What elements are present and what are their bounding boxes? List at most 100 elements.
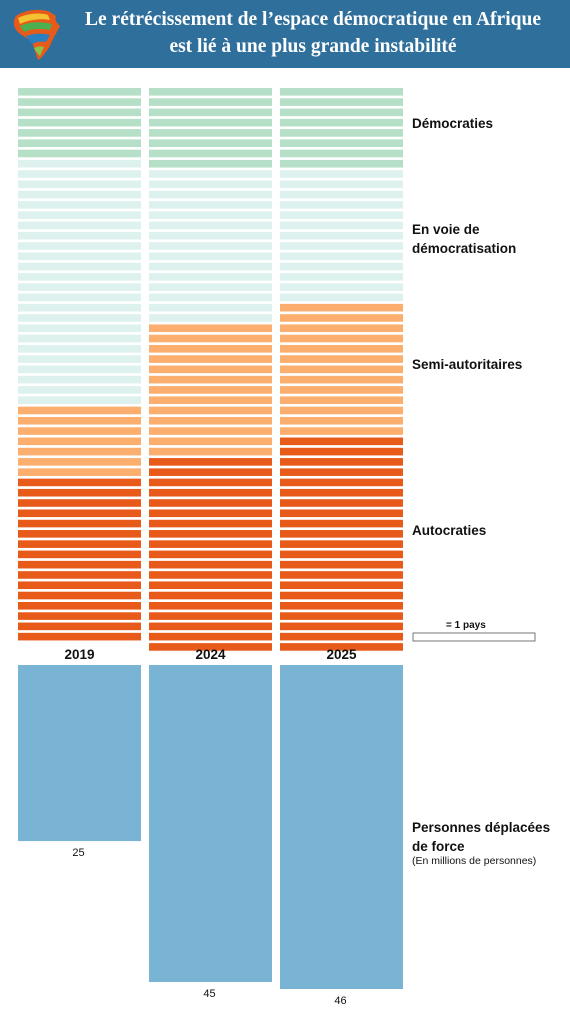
waffle-cell-semi-autoritaires-2024 <box>149 324 272 333</box>
waffle-cell-en-voie-de-democratisation-2025 <box>280 190 403 199</box>
waffle-cell-autocraties-2025 <box>280 468 403 476</box>
waffle-cell-democraties-2024 <box>149 149 272 158</box>
waffle-cell-semi-autoritaires-2025 <box>280 375 403 384</box>
waffle-cell-autocraties-2025 <box>280 602 403 610</box>
waffle-cell-democraties-2019 <box>18 118 141 127</box>
waffle-cell-autocraties-2025 <box>280 632 403 641</box>
waffle-cell-democraties-2019 <box>18 98 141 106</box>
waffle-cell-en-voie-de-democratisation-2019 <box>18 273 141 281</box>
waffle-cell-en-voie-de-democratisation-2024 <box>149 283 272 291</box>
waffle-cell-autocraties-2025 <box>280 509 403 518</box>
waffle-cell-autocraties-2024 <box>149 602 272 610</box>
waffle-cell-semi-autoritaires-2019 <box>18 406 141 415</box>
waffle-cell-en-voie-de-democratisation-2024 <box>149 242 272 250</box>
waffle-cell-semi-autoritaires-2019 <box>18 437 141 446</box>
category-label-autocraties-1: Autocraties <box>412 523 486 538</box>
waffle-cell-autocraties-2025 <box>280 499 403 507</box>
waffle-cell-autocraties-2024 <box>149 478 272 487</box>
waffle-cell-semi-autoritaires-2025 <box>280 416 403 425</box>
waffle-cell-autocraties-2019 <box>18 612 141 620</box>
waffle-cell-en-voie-de-democratisation-2025 <box>280 252 403 261</box>
waffle-cell-semi-autoritaires-2025 <box>280 345 403 353</box>
waffle-cell-en-voie-de-democratisation-2024 <box>149 273 272 281</box>
waffle-cell-autocraties-2025 <box>280 643 403 651</box>
waffle-cell-semi-autoritaires-2024 <box>149 406 272 415</box>
waffle-cell-semi-autoritaires-2024 <box>149 334 272 343</box>
unit-legend: = 1 pays <box>412 620 536 642</box>
waffle-cell-semi-autoritaires-2019 <box>18 468 141 476</box>
waffle-cell-autocraties-2024 <box>149 519 272 528</box>
waffle-cell-en-voie-de-democratisation-2019 <box>18 180 141 189</box>
title-line-1: Le rétrécissement de l’espace démocratiq… <box>85 9 541 30</box>
waffle-cell-democraties-2019 <box>18 139 141 147</box>
waffle-cell-en-voie-de-democratisation-2024 <box>149 190 272 199</box>
waffle-cell-democraties-2024 <box>149 98 272 106</box>
waffle-cell-autocraties-2025 <box>280 478 403 487</box>
waffle-cell-en-voie-de-democratisation-2025 <box>280 283 403 291</box>
waffle-cell-en-voie-de-democratisation-2025 <box>280 211 403 219</box>
waffle-cell-autocraties-2024 <box>149 458 272 466</box>
waffle-cell-autocraties-2019 <box>18 530 141 538</box>
waffle-cell-en-voie-de-democratisation-2019 <box>18 334 141 343</box>
displaced-labels: Personnes déplacées de force(En millions … <box>412 820 550 867</box>
waffle-cell-en-voie-de-democratisation-2019 <box>18 211 141 219</box>
waffle-cell-en-voie-de-democratisation-2019 <box>18 386 141 394</box>
waffle-cell-en-voie-de-democratisation-2024 <box>149 303 272 312</box>
waffle-cell-autocraties-2024 <box>149 632 272 641</box>
waffle-cell-democraties-2024 <box>149 88 272 96</box>
waffle-cell-democraties-2019 <box>18 129 141 137</box>
waffle-cell-autocraties-2019 <box>18 622 141 631</box>
waffle-cell-semi-autoritaires-2024 <box>149 386 272 394</box>
waffle-cell-en-voie-de-democratisation-2019 <box>18 303 141 312</box>
waffle-cell-en-voie-de-democratisation-2019 <box>18 283 141 291</box>
waffle-cell-autocraties-2025 <box>280 437 403 446</box>
waffle-cell-semi-autoritaires-2025 <box>280 314 403 322</box>
waffle-cell-autocraties-2024 <box>149 560 272 569</box>
displaced-bar-2019 <box>18 665 141 842</box>
waffle-cell-en-voie-de-democratisation-2024 <box>149 201 272 209</box>
waffle-cell-autocraties-2025 <box>280 540 403 548</box>
waffle-cell-en-voie-de-democratisation-2019 <box>18 314 141 322</box>
waffle-cell-democraties-2024 <box>149 118 272 127</box>
waffle-cell-democraties-2019 <box>18 149 141 158</box>
waffle-cell-autocraties-2025 <box>280 488 403 497</box>
waffle-cell-en-voie-de-democratisation-2025 <box>280 273 403 281</box>
waffle-cell-semi-autoritaires-2024 <box>149 345 272 353</box>
category-label-semi-autoritaires-1: Semi-autoritaires <box>412 357 522 372</box>
waffle-cell-autocraties-2019 <box>18 499 141 507</box>
waffle-cell-en-voie-de-democratisation-2024 <box>149 221 272 230</box>
waffle-cell-autocraties-2024 <box>149 499 272 507</box>
waffle-cell-en-voie-de-democratisation-2019 <box>18 345 141 353</box>
waffle-cell-en-voie-de-democratisation-2019 <box>18 221 141 230</box>
waffle-cell-autocraties-2019 <box>18 591 141 600</box>
displaced-bar-2025 <box>280 665 403 989</box>
waffle-cell-en-voie-de-democratisation-2024 <box>149 293 272 302</box>
year-labels: 2019 2024 2025 <box>64 647 357 662</box>
waffle-cell-semi-autoritaires-2019 <box>18 447 141 456</box>
waffle-cell-en-voie-de-democratisation-2024 <box>149 180 272 189</box>
waffle-cell-en-voie-de-democratisation-2025 <box>280 293 403 302</box>
waffle-cell-semi-autoritaires-2024 <box>149 427 272 435</box>
waffle-cell-autocraties-2025 <box>280 571 403 579</box>
waffle-cell-autocraties-2024 <box>149 509 272 518</box>
waffle-cell-semi-autoritaires-2024 <box>149 355 272 363</box>
waffle-cell-democraties-2024 <box>149 139 272 147</box>
waffle-cell-semi-autoritaires-2025 <box>280 386 403 394</box>
waffle-cell-autocraties-2024 <box>149 468 272 476</box>
waffle-cell-semi-autoritaires-2024 <box>149 365 272 374</box>
displaced-value-2025: 46 <box>334 995 346 1007</box>
waffle-cell-autocraties-2019 <box>18 581 141 590</box>
waffle-cell-autocraties-2024 <box>149 530 272 538</box>
waffle-cell-autocraties-2024 <box>149 540 272 548</box>
waffle-cell-semi-autoritaires-2024 <box>149 375 272 384</box>
waffle-cell-semi-autoritaires-2025 <box>280 406 403 415</box>
waffle-cell-autocraties-2025 <box>280 550 403 559</box>
waffle-cell-autocraties-2019 <box>18 560 141 569</box>
waffle-cell-democraties-2025 <box>280 118 403 127</box>
waffle-cell-semi-autoritaires-2024 <box>149 437 272 446</box>
waffle-cell-semi-autoritaires-2025 <box>280 396 403 404</box>
displaced-bar-2024 <box>149 665 272 982</box>
unit-legend-swatch <box>412 632 536 642</box>
waffle-cell-autocraties-2024 <box>149 550 272 559</box>
